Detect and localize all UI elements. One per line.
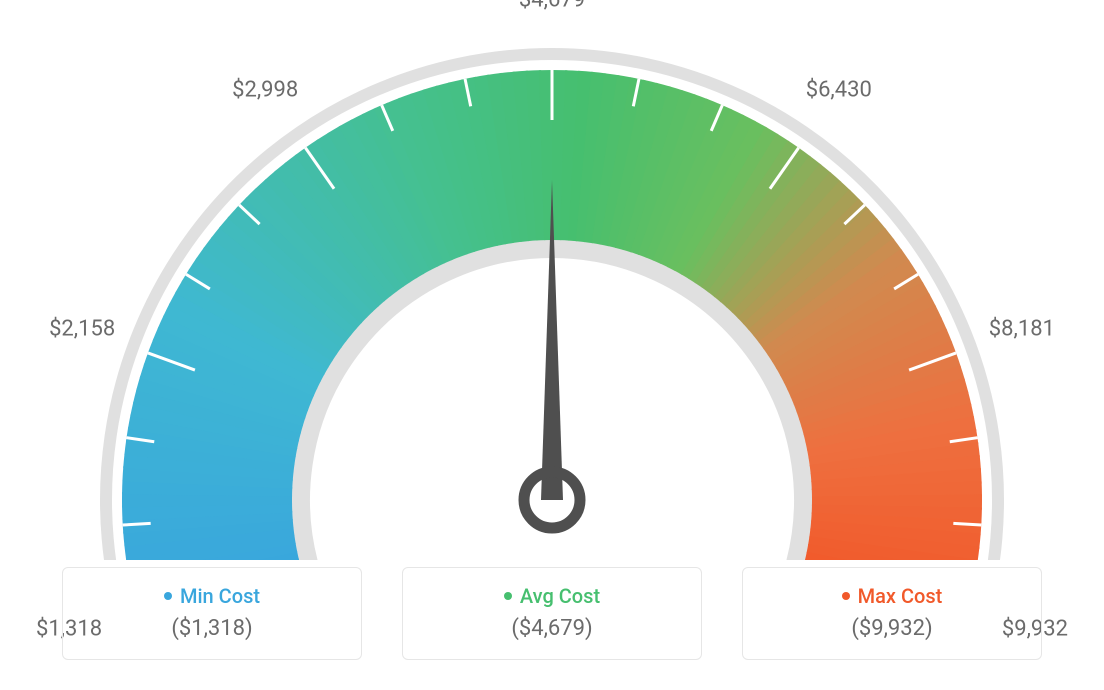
legend-card-avg: Avg Cost ($4,679)	[402, 567, 702, 660]
gauge-tick-label: $6,430	[806, 78, 872, 103]
legend-label-avg: Avg Cost	[520, 584, 600, 608]
legend-row: Min Cost ($1,318) Avg Cost ($4,679) Max …	[50, 567, 1054, 660]
gauge-chart: $1,318$2,158$2,998$4,679$6,430$8,181$9,9…	[0, 0, 1104, 560]
gauge-tick-label: $8,181	[989, 316, 1055, 341]
cost-gauge-widget: $1,318$2,158$2,998$4,679$6,430$8,181$9,9…	[0, 0, 1104, 690]
gauge-tick-label: $4,679	[519, 0, 585, 13]
legend-title-max: Max Cost	[842, 584, 943, 608]
legend-value-min: ($1,318)	[83, 616, 341, 641]
legend-value-avg: ($4,679)	[423, 616, 681, 641]
gauge-svg	[0, 0, 1104, 560]
legend-title-avg: Avg Cost	[504, 584, 600, 608]
legend-label-max: Max Cost	[858, 584, 943, 608]
legend-card-min: Min Cost ($1,318)	[62, 567, 362, 660]
legend-dot-min	[164, 592, 172, 600]
legend-label-min: Min Cost	[180, 584, 260, 608]
legend-dot-max	[842, 592, 850, 600]
legend-card-max: Max Cost ($9,932)	[742, 567, 1042, 660]
gauge-tick-label: $2,158	[49, 316, 115, 341]
legend-dot-avg	[504, 592, 512, 600]
legend-value-max: ($9,932)	[763, 616, 1021, 641]
gauge-tick-label: $2,998	[232, 78, 298, 103]
legend-title-min: Min Cost	[164, 584, 260, 608]
